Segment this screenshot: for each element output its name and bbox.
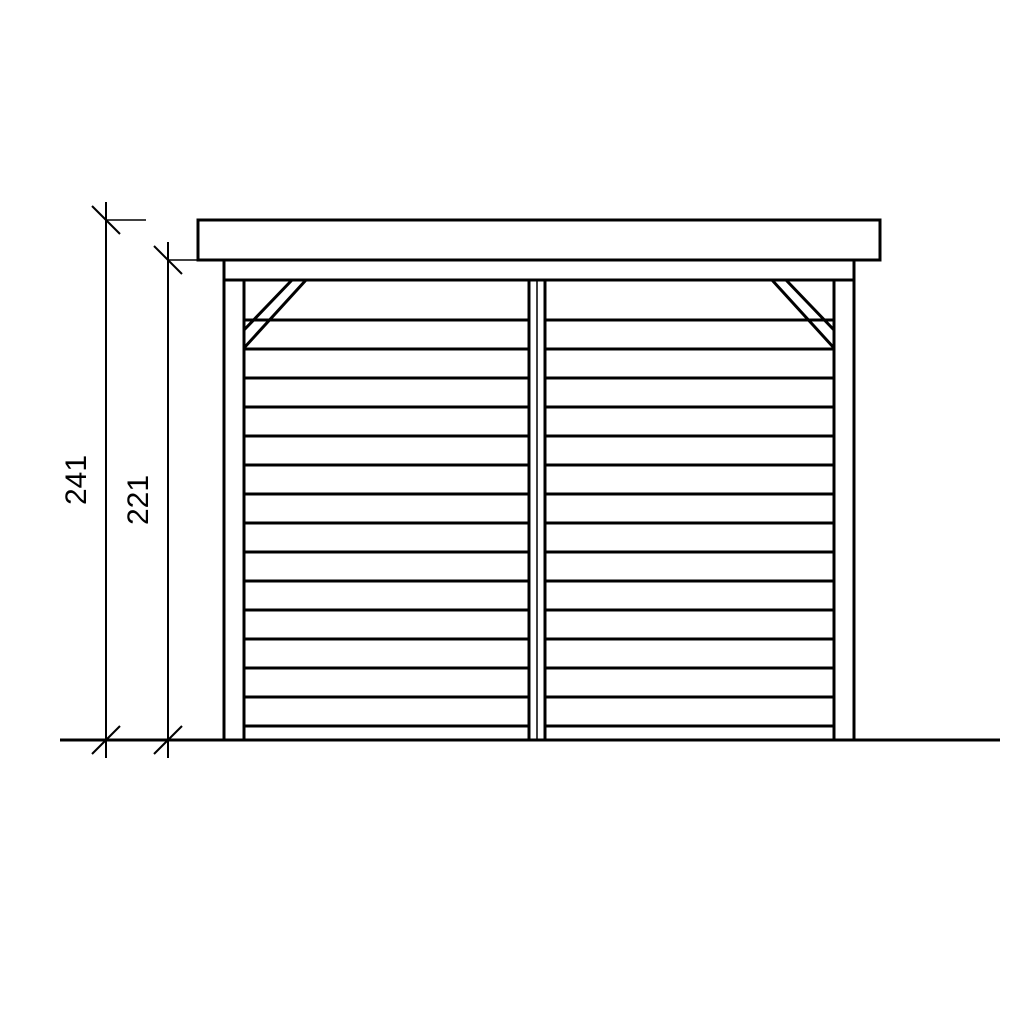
dim-inner-label: 221 — [122, 475, 155, 525]
elevation-drawing: 241 221 — [0, 0, 1024, 1024]
dim-overall-label: 241 — [60, 455, 93, 505]
roof-fascia — [198, 220, 880, 260]
header-beam — [224, 260, 854, 280]
